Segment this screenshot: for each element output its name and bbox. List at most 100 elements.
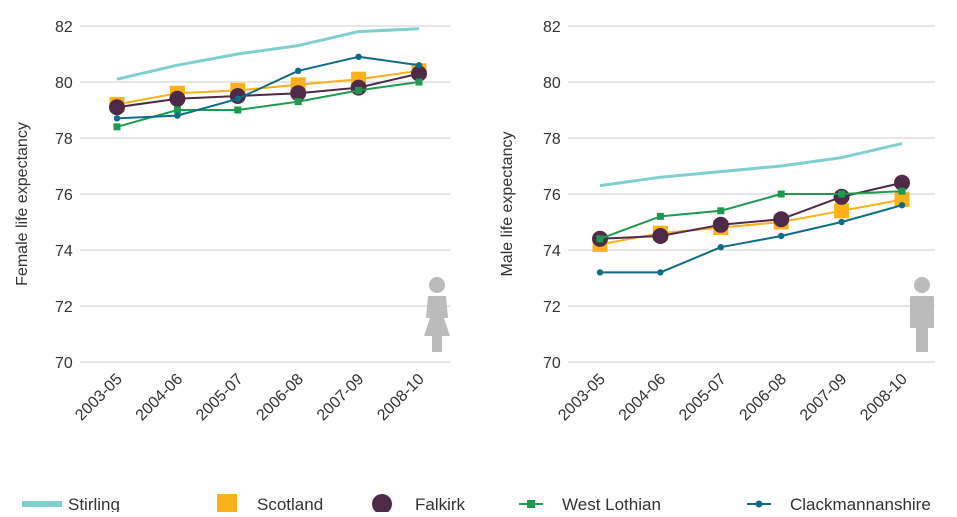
data-point-falkirk <box>290 85 307 102</box>
male-chart-panel: 70 72 74 76 78 80 82 Male life expectancy 2003-0… <box>499 19 935 424</box>
x-tick-label: 2004-06 <box>133 371 187 425</box>
y-axis-label: Female life expectancy <box>14 122 31 286</box>
legend-marker <box>527 500 535 508</box>
y-axis-label: Male life expectancy <box>499 132 516 277</box>
series-line-scotland <box>116 69 420 106</box>
y-tick-label: 70 <box>55 355 73 372</box>
legend-label: West Lothian <box>562 495 661 512</box>
legend-marker <box>372 494 392 514</box>
x-tick-label: 2006-08 <box>736 371 790 425</box>
legend-item-falkirk: Falkirk <box>372 494 466 514</box>
legend-item-scotland: Scotland <box>217 494 323 514</box>
y-tick-label: 72 <box>543 299 561 316</box>
icon-body <box>910 296 934 352</box>
legend-marker <box>217 494 237 514</box>
series-clackmannanshire <box>113 53 423 122</box>
series-west-lothian <box>596 187 906 243</box>
data-point-west-lothian <box>113 123 121 131</box>
data-point-clackmannanshire <box>838 218 845 226</box>
legend-item-west-lothian: West Lothian <box>519 495 661 514</box>
series-falkirk <box>109 65 427 116</box>
legend-item-stirling: Stirling <box>22 495 120 514</box>
y-tick-label: 78 <box>55 131 73 148</box>
female-chart-panel: 70 72 74 76 78 80 82 Female life expectancy 2003… <box>14 19 450 424</box>
data-point-clackmannanshire <box>596 269 604 276</box>
x-tick-label: 2007-09 <box>797 371 851 425</box>
y-tick-label: 82 <box>543 19 561 36</box>
y-tick-label: 80 <box>543 75 561 92</box>
data-point-clackmannanshire <box>415 61 423 69</box>
y-tick-label: 76 <box>55 187 73 204</box>
series-line-west-lothian <box>599 190 903 240</box>
x-tick-label: 2006-08 <box>253 371 307 425</box>
series-clackmannanshire <box>596 202 906 276</box>
series-stirling <box>599 142 903 188</box>
y-tick-label: 74 <box>543 243 561 260</box>
data-point-clackmannanshire <box>295 67 302 75</box>
x-tick-label: 2005-07 <box>676 371 730 425</box>
data-point-west-lothian <box>294 98 302 106</box>
y-tick-label: 80 <box>55 75 73 92</box>
x-tick-label: 2005-07 <box>193 371 247 425</box>
data-point-west-lothian <box>415 78 423 86</box>
legend: Stirling Scotland Falkirk West Lothian Clack… <box>22 494 931 514</box>
icon-body <box>424 296 450 352</box>
y-tick-label: 72 <box>55 299 73 316</box>
x-tick-label: 2004-06 <box>616 371 670 425</box>
data-point-falkirk <box>411 65 427 82</box>
series-line-falkirk <box>599 181 903 240</box>
data-point-west-lothian <box>596 235 604 243</box>
data-point-clackmannanshire <box>898 202 906 209</box>
data-point-west-lothian <box>717 207 725 215</box>
data-point-clackmannanshire <box>717 244 724 251</box>
data-point-west-lothian <box>898 187 906 195</box>
data-point-west-lothian <box>777 190 785 198</box>
data-point-falkirk <box>109 99 125 116</box>
data-point-clackmannanshire <box>355 53 362 60</box>
legend-label: Scotland <box>257 495 323 512</box>
series-line-falkirk <box>116 72 420 109</box>
series-west-lothian <box>113 78 423 131</box>
male-person-icon <box>910 277 934 352</box>
data-point-clackmannanshire <box>113 115 121 122</box>
series-line-west-lothian <box>116 81 420 128</box>
data-point-falkirk <box>652 228 669 244</box>
female-person-icon <box>424 277 450 352</box>
series-line-clackmannanshire <box>116 55 420 120</box>
data-point-falkirk <box>773 211 790 228</box>
x-tick-label: 2008-10 <box>374 371 428 425</box>
data-point-clackmannanshire <box>234 95 241 103</box>
y-tick-label: 78 <box>543 131 561 148</box>
data-point-west-lothian <box>838 190 846 198</box>
x-tick-label: 2007-09 <box>314 371 368 425</box>
x-tick-label: 2003-05 <box>555 371 609 425</box>
legend-item-clackmannanshire: Clackmannanshire <box>747 495 931 514</box>
series-stirling <box>116 27 420 81</box>
series-falkirk <box>592 174 910 247</box>
data-point-west-lothian <box>173 106 181 114</box>
data-point-clackmannanshire <box>657 269 664 276</box>
icon-head <box>914 277 930 293</box>
series-line-stirling <box>599 142 903 188</box>
data-point-west-lothian <box>656 212 664 220</box>
x-tick-label: 2003-05 <box>72 371 126 425</box>
legend-label: Stirling <box>68 495 120 512</box>
y-tick-label: 82 <box>55 19 73 36</box>
data-point-clackmannanshire <box>174 112 181 119</box>
data-point-scotland <box>834 203 850 219</box>
x-tick-label: 2008-10 <box>857 371 911 425</box>
data-point-west-lothian <box>234 106 242 114</box>
legend-marker <box>755 500 763 508</box>
icon-head <box>429 277 445 293</box>
series-line-clackmannanshire <box>600 204 903 274</box>
data-point-scotland <box>894 192 910 208</box>
y-tick-label: 74 <box>55 243 73 260</box>
data-point-west-lothian <box>355 86 363 94</box>
legend-marker <box>22 501 62 507</box>
data-point-falkirk <box>712 216 729 233</box>
data-point-clackmannanshire <box>778 232 785 240</box>
data-point-falkirk <box>894 174 910 191</box>
legend-label: Falkirk <box>415 495 466 512</box>
